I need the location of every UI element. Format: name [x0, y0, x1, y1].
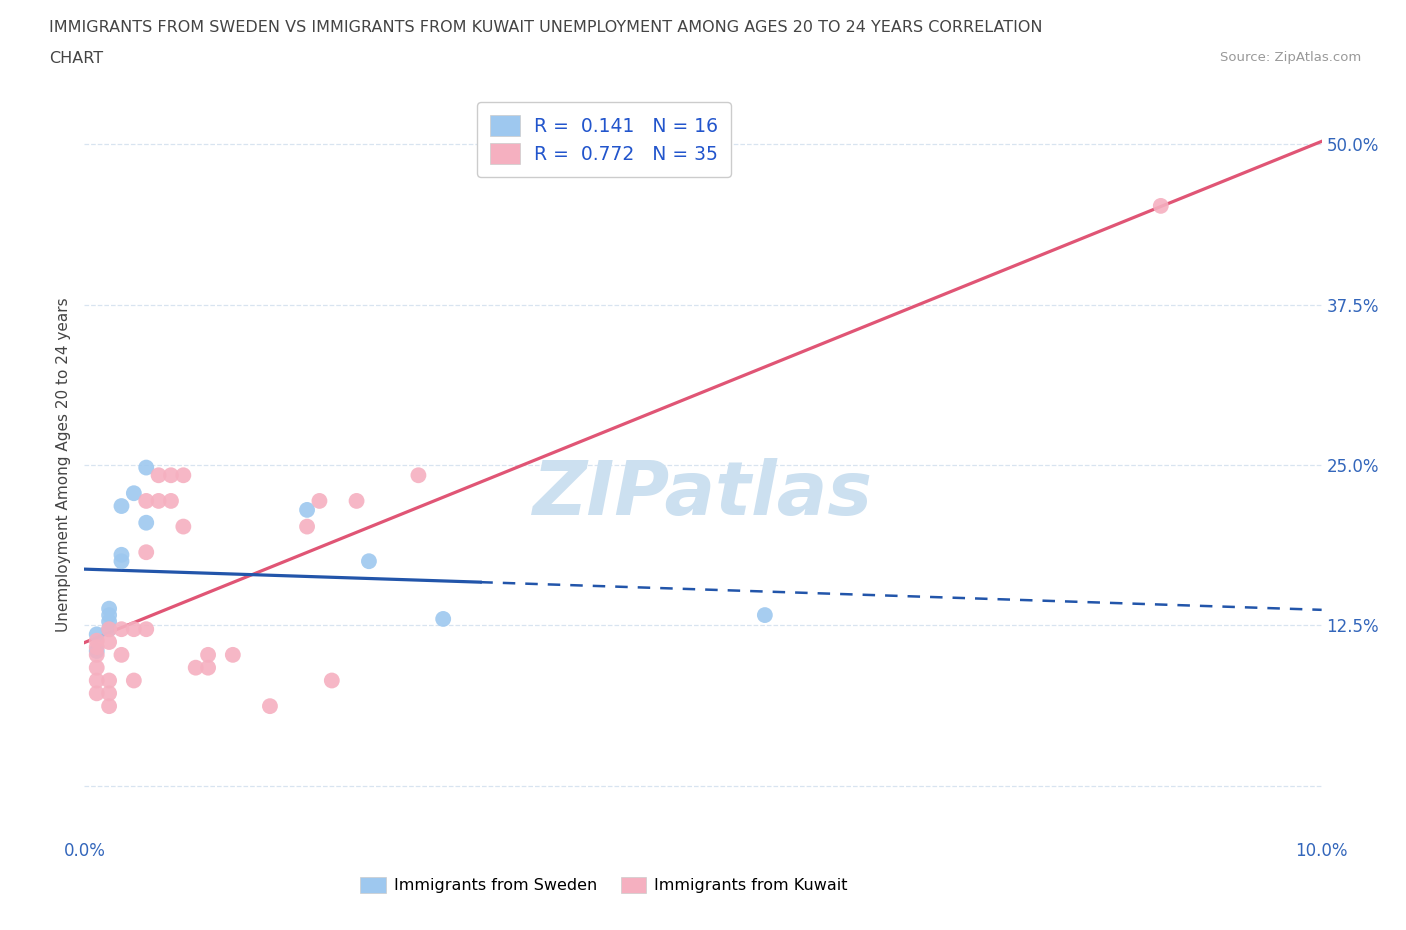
Text: IMMIGRANTS FROM SWEDEN VS IMMIGRANTS FROM KUWAIT UNEMPLOYMENT AMONG AGES 20 TO 2: IMMIGRANTS FROM SWEDEN VS IMMIGRANTS FRO… [49, 20, 1043, 35]
Y-axis label: Unemployment Among Ages 20 to 24 years: Unemployment Among Ages 20 to 24 years [56, 298, 72, 632]
Point [135, 545, 157, 560]
Point [172, 519, 194, 534]
Point [98, 614, 121, 629]
Point [86, 686, 108, 701]
Point [122, 622, 145, 637]
Point [172, 468, 194, 483]
Point [110, 498, 132, 513]
Point [160, 468, 183, 483]
Point [321, 673, 343, 688]
Point [98, 673, 121, 688]
Point [110, 647, 132, 662]
Point [295, 519, 318, 534]
Point [98, 622, 121, 637]
Point [110, 622, 132, 637]
Point [86, 644, 108, 658]
Point [98, 698, 121, 713]
Point [98, 607, 121, 622]
Point [754, 607, 776, 622]
Point [357, 553, 380, 568]
Point [86, 647, 108, 662]
Point [86, 640, 108, 655]
Point [135, 515, 157, 530]
Point [98, 601, 121, 616]
Point [86, 633, 108, 648]
Point [184, 660, 207, 675]
Point [432, 612, 454, 627]
Point [135, 622, 157, 637]
Point [197, 647, 219, 662]
Point [148, 494, 170, 509]
Point [135, 494, 157, 509]
Point [98, 622, 121, 637]
Point [135, 460, 157, 475]
Point [148, 468, 170, 483]
Point [160, 494, 183, 509]
Point [259, 698, 281, 713]
Point [197, 660, 219, 675]
Point [308, 494, 330, 509]
Point [122, 673, 145, 688]
Text: CHART: CHART [49, 51, 103, 66]
Point [86, 673, 108, 688]
Point [346, 494, 368, 509]
Point [98, 634, 121, 649]
Legend: Immigrants from Sweden, Immigrants from Kuwait: Immigrants from Sweden, Immigrants from … [354, 870, 855, 899]
Point [222, 647, 245, 662]
Text: ZIPatlas: ZIPatlas [533, 458, 873, 531]
Point [295, 502, 318, 517]
Point [110, 553, 132, 568]
Point [408, 468, 430, 483]
Point [1150, 198, 1173, 213]
Point [110, 548, 132, 563]
Text: Source: ZipAtlas.com: Source: ZipAtlas.com [1220, 51, 1361, 64]
Point [98, 686, 121, 701]
Point [86, 627, 108, 642]
Point [122, 485, 145, 500]
Point [86, 660, 108, 675]
